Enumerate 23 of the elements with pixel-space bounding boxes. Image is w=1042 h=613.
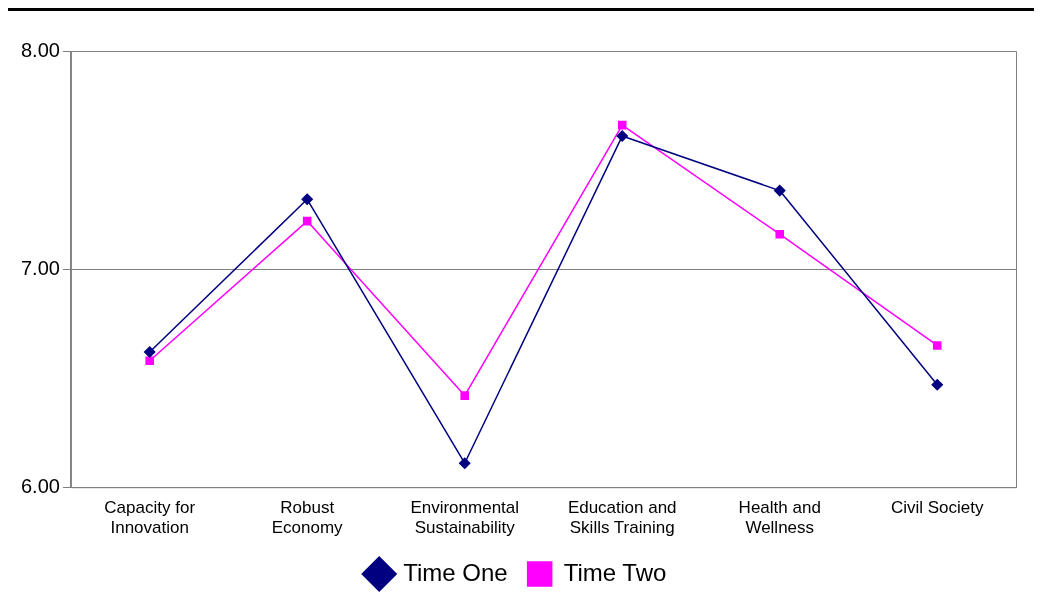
point (931, 378, 943, 391)
point (301, 193, 313, 206)
x-tick-label: Health and Wellness (738, 498, 821, 538)
point (616, 130, 628, 142)
point (302, 216, 312, 226)
x-tick-label: Robust Economy (271, 498, 344, 538)
x-tick-label: Environmental Sustainability (410, 498, 520, 538)
x-tick-label: Capacity for Innovation (104, 498, 196, 538)
x-tick-label: Education and Skills Training (567, 498, 677, 538)
point (143, 346, 156, 358)
y-tick-label: 8.00 (20, 38, 60, 61)
y-tick-label: 7.00 (20, 256, 60, 279)
point (145, 356, 154, 365)
point (932, 341, 942, 350)
legend-label: Time Two (563, 558, 667, 586)
point (775, 229, 785, 239)
point (617, 120, 627, 130)
y-tick-label: 6.00 (20, 474, 60, 497)
x-tick-label: Civil Society (890, 498, 985, 518)
point (773, 184, 786, 197)
legend-label: Time One (403, 558, 508, 586)
point (460, 391, 469, 400)
point (458, 457, 471, 469)
